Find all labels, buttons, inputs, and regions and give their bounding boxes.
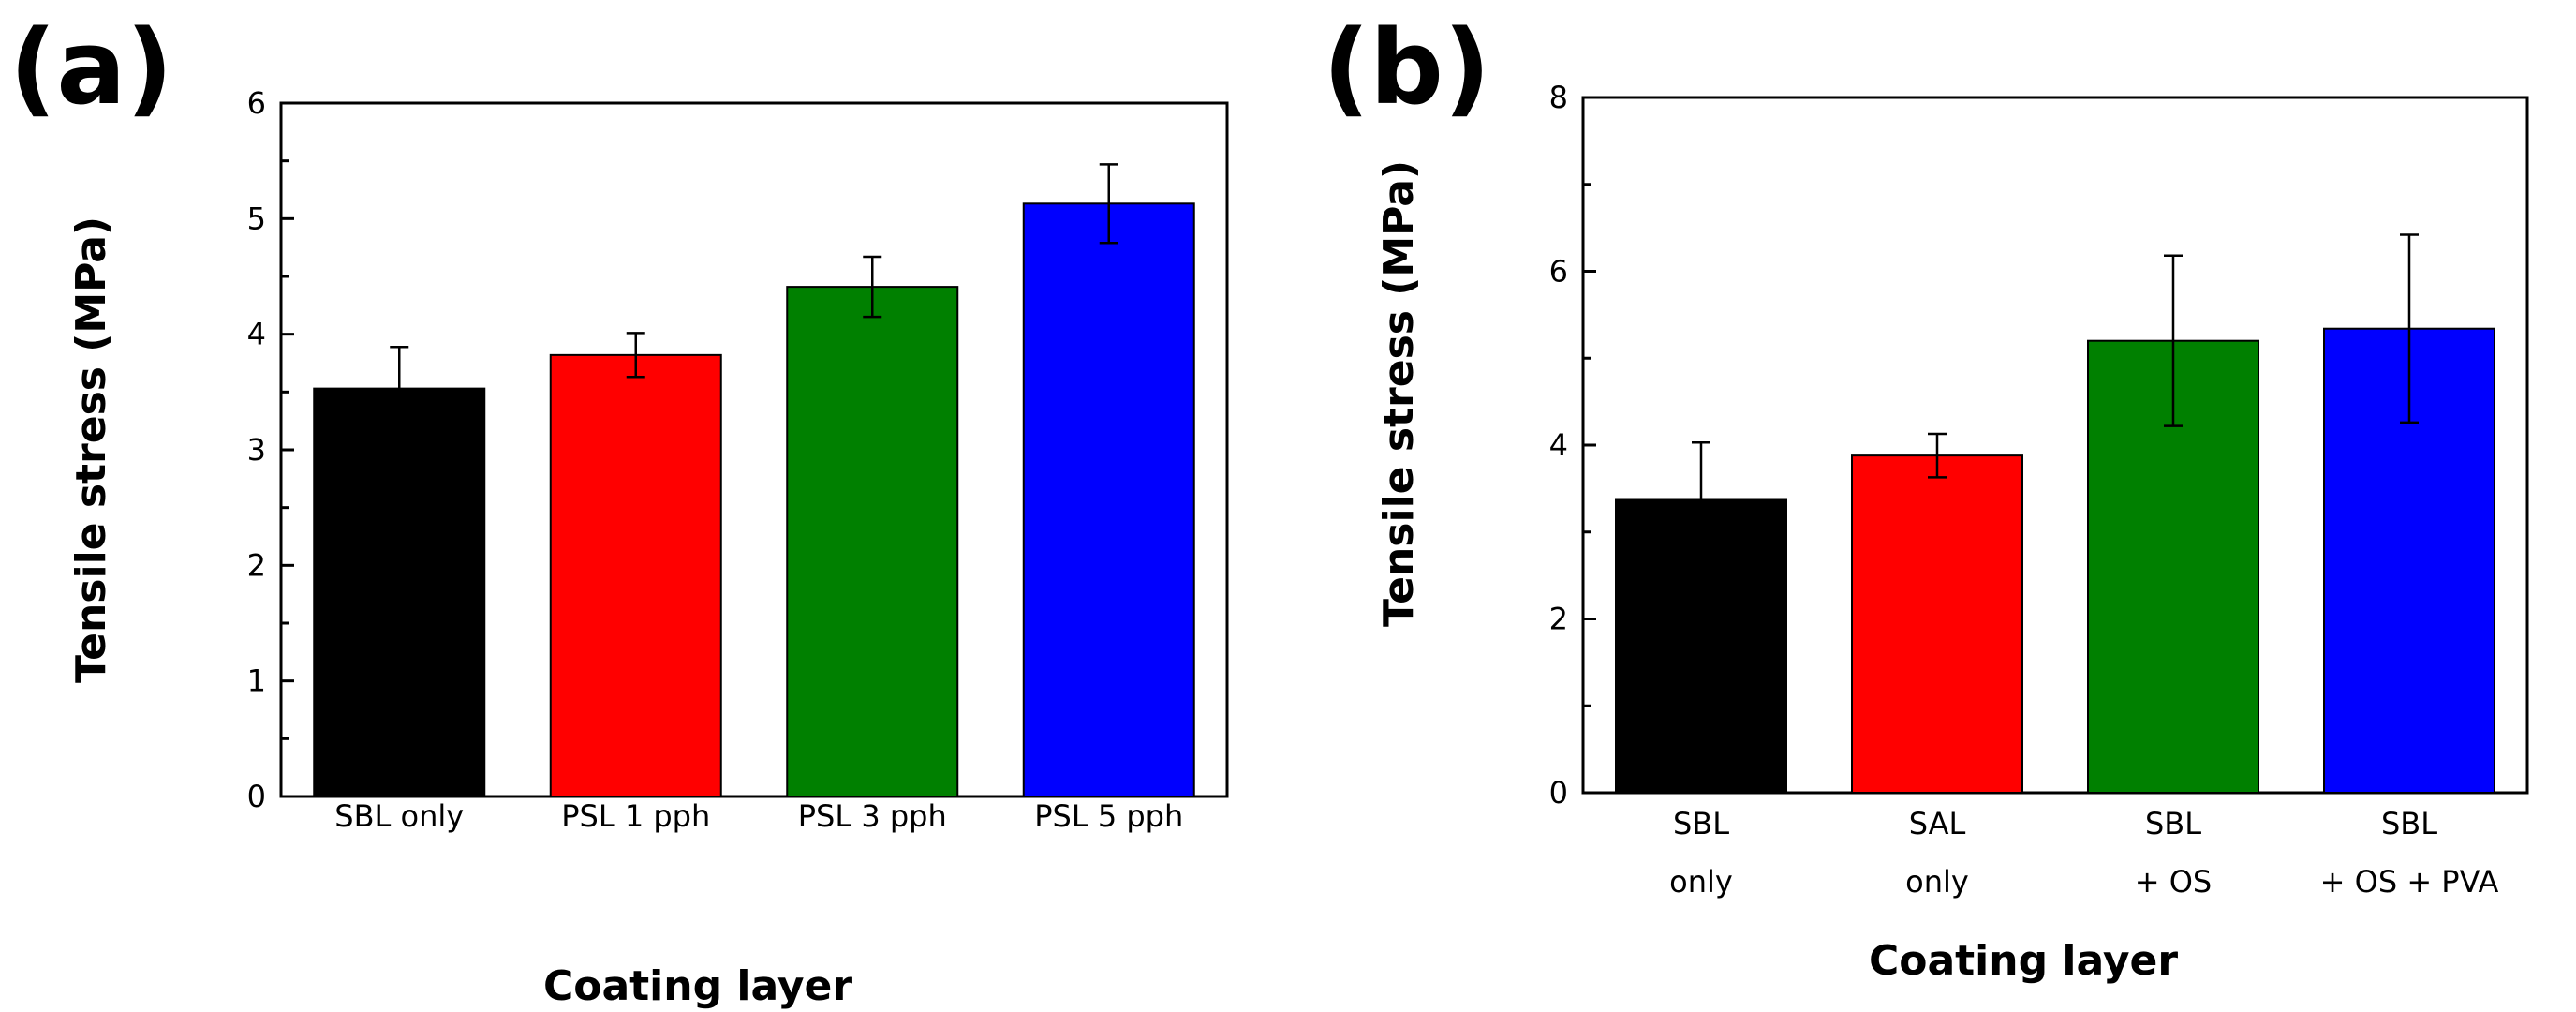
panel-a-y-ticks: 0 1 2 3 4 5 6	[247, 85, 294, 814]
category-label: only	[1905, 864, 1969, 900]
category-label: + OS	[2135, 864, 2212, 900]
y-tick-label: 0	[247, 779, 266, 814]
bar	[786, 286, 959, 798]
category-label: + OS + PVA	[2320, 864, 2499, 900]
y-tick-label: 4	[247, 317, 266, 352]
category-label: PSL 5 pph	[1034, 798, 1183, 834]
panel-b-x-axis-title: Coating layer	[1869, 937, 2178, 985]
y-tick-label: 4	[1549, 427, 1568, 463]
category-label: SBL	[1673, 806, 1729, 841]
panel-b-category-labels: SBL only SAL only SBL + OS SBL + OS + PVA	[1669, 806, 2498, 900]
panel-a-label: (a)	[9, 7, 173, 127]
panel-b-y-axis-title: Tensile stress (MPa)	[1375, 160, 1423, 627]
bar	[313, 387, 486, 797]
panel-b-label: (b)	[1323, 7, 1490, 127]
y-tick-label: 2	[247, 547, 266, 583]
category-label: SBL only	[334, 798, 464, 834]
category-label: only	[1669, 864, 1733, 900]
category-label: PSL 3 pph	[798, 798, 947, 834]
panel-a-x-axis-title: Coating layer	[543, 962, 852, 1010]
panel-a-bars	[313, 163, 1195, 798]
bar	[1022, 202, 1195, 798]
y-tick-label: 0	[1549, 775, 1568, 811]
panel-b: (b) Tensile stress (MPa) Coating layer 0…	[1323, 7, 2529, 985]
y-tick-label: 6	[247, 85, 266, 121]
panel-b-y-ticks: 0 2 4 6 8	[1549, 80, 1596, 811]
y-tick-label: 3	[247, 432, 266, 468]
bar	[549, 353, 722, 797]
y-tick-label: 6	[1549, 254, 1568, 290]
bar	[1851, 454, 2023, 794]
panel-a-category-labels: SBL only PSL 1 pph PSL 3 pph PSL 5 pph	[334, 798, 1183, 834]
panel-a-y-axis-title: Tensile stress (MPa)	[67, 216, 115, 683]
y-tick-label: 8	[1549, 80, 1568, 115]
category-label: SBL	[2381, 806, 2437, 841]
panel-b-bars	[1615, 233, 2495, 794]
y-tick-label: 1	[247, 663, 266, 699]
y-tick-label: 5	[247, 201, 266, 236]
y-tick-label: 2	[1549, 602, 1568, 637]
category-label: SBL	[2145, 806, 2201, 841]
panel-a: (a) Tensile stress (MPa) Coating layer 0…	[9, 7, 1229, 1010]
category-label: PSL 1 pph	[561, 798, 710, 834]
category-label: SAL	[1909, 806, 1966, 841]
